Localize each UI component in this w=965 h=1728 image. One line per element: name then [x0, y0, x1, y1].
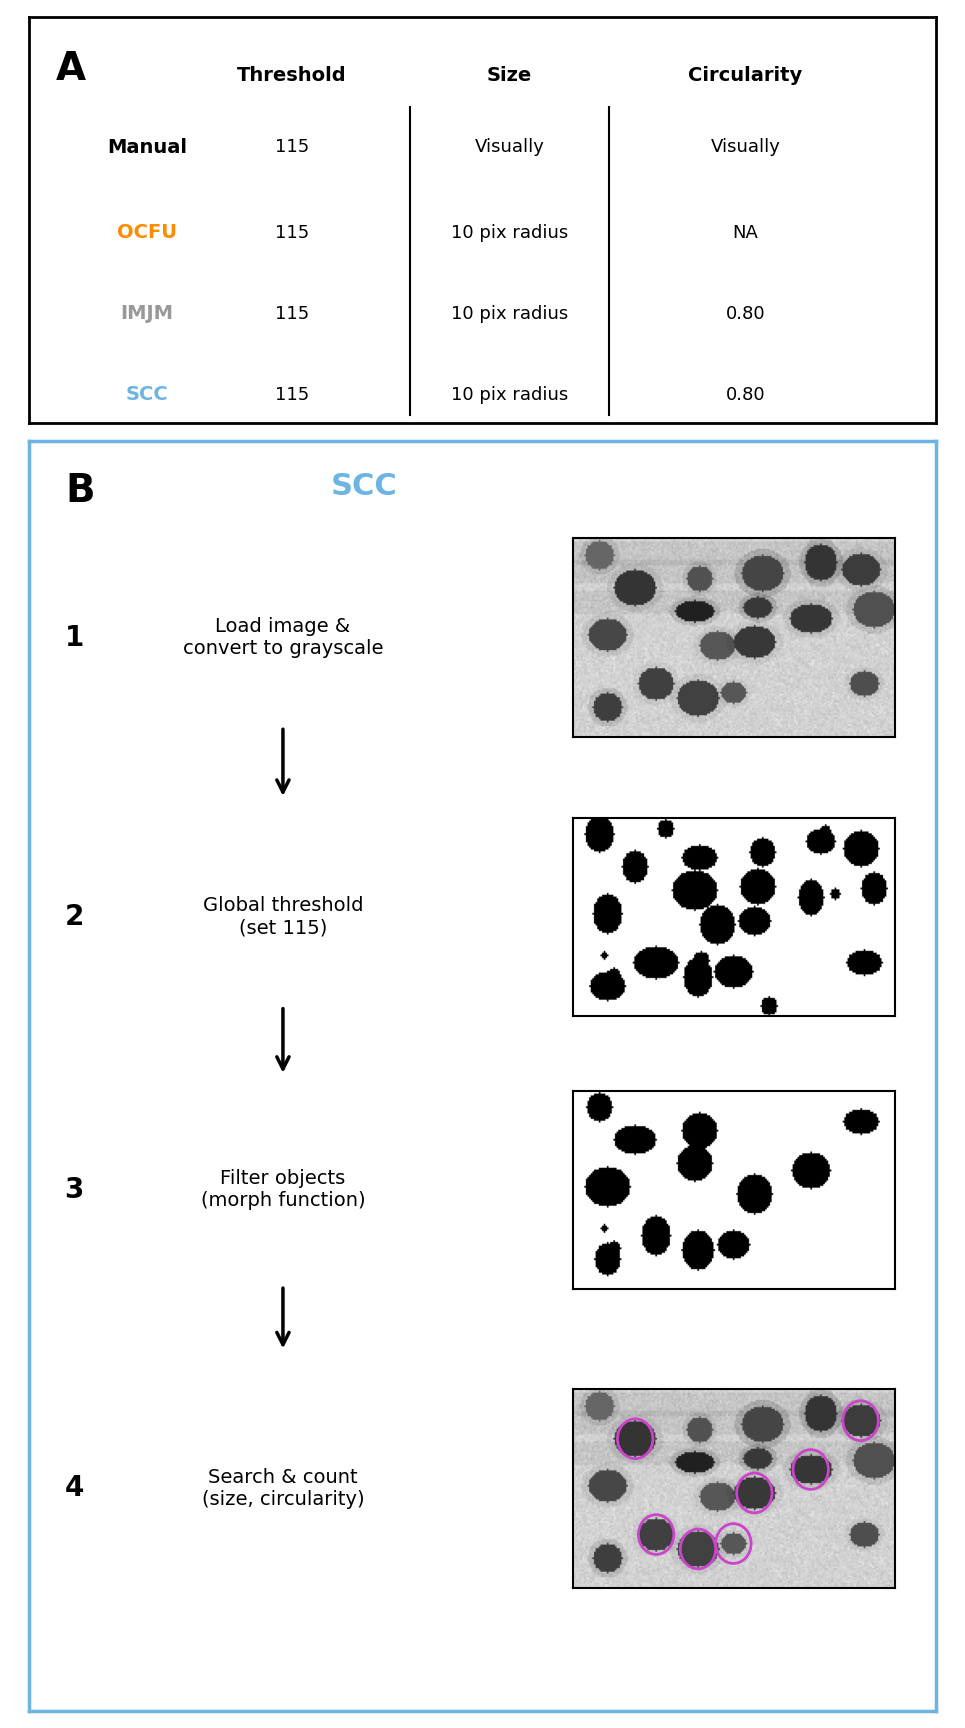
Text: Threshold: Threshold [237, 66, 346, 85]
Text: 115: 115 [275, 385, 309, 404]
Text: Search & count
(size, circularity): Search & count (size, circularity) [202, 1469, 364, 1509]
Text: Load image &
convert to grayscale: Load image & convert to grayscale [182, 617, 383, 658]
Text: 115: 115 [275, 223, 309, 242]
Text: Global threshold
(set 115): Global threshold (set 115) [203, 897, 363, 937]
Text: 115: 115 [275, 304, 309, 323]
Text: B: B [66, 472, 95, 510]
Text: 2: 2 [65, 904, 84, 931]
Text: 0.80: 0.80 [726, 304, 765, 323]
Text: Visually: Visually [475, 138, 544, 156]
Text: A: A [56, 50, 86, 88]
Text: 0.80: 0.80 [726, 385, 765, 404]
Text: Visually: Visually [710, 138, 781, 156]
Text: 1: 1 [65, 624, 84, 651]
Text: 10 pix radius: 10 pix radius [451, 304, 568, 323]
Text: 3: 3 [65, 1177, 84, 1204]
Text: Manual: Manual [107, 138, 187, 157]
Text: SCC: SCC [125, 385, 168, 404]
Text: Circularity: Circularity [688, 66, 803, 85]
Text: Size: Size [487, 66, 533, 85]
Text: 10 pix radius: 10 pix radius [451, 223, 568, 242]
Text: SCC: SCC [331, 472, 398, 501]
Text: Filter objects
(morph function): Filter objects (morph function) [201, 1170, 365, 1211]
Text: OCFU: OCFU [117, 223, 177, 242]
Text: 4: 4 [65, 1474, 84, 1502]
Text: NA: NA [732, 223, 758, 242]
Text: IMJM: IMJM [121, 304, 174, 323]
Text: 115: 115 [275, 138, 309, 156]
Text: 10 pix radius: 10 pix radius [451, 385, 568, 404]
